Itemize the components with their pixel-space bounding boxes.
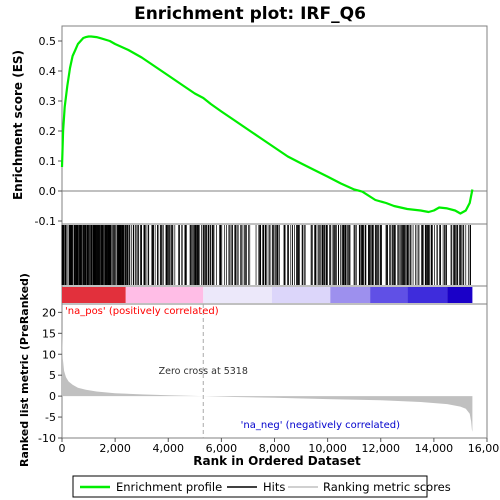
zero-cross-label: Zero cross at 5318: [159, 366, 248, 377]
metric-y-tick-label: 20: [42, 306, 56, 319]
es-y-tick-label: 0.5: [39, 35, 57, 48]
es-plot-area: [61, 25, 488, 225]
negative-correlation-label: 'na_neg' (negatively correlated): [241, 420, 400, 431]
metric-y-tick-label: -5: [45, 411, 56, 424]
metric-y-axis-label: Ranked list metric (PreRanked): [18, 273, 31, 467]
legend-enrichment-profile-label: Enrichment profile: [116, 480, 222, 494]
metric-y-tick-label: -10: [38, 432, 56, 445]
metric-y-tick-label: 15: [42, 327, 56, 340]
x-tick-label: 2,000: [99, 442, 131, 455]
rank-band: [407, 287, 448, 303]
legend-hits-label: Hits: [263, 480, 285, 494]
positive-correlation-label: 'na_pos' (positively correlated): [65, 306, 219, 317]
metric-y-tick-label: 0: [49, 390, 56, 403]
x-tick-label: 12,000: [362, 442, 401, 455]
rank-band: [271, 287, 331, 303]
x-tick-label: 14,000: [415, 442, 454, 455]
rank-band: [62, 287, 126, 303]
es-y-axis-label: Enrichment score (ES): [11, 50, 25, 200]
x-tick-label: 6,000: [206, 442, 238, 455]
metric-y-tick-label: 5: [49, 369, 56, 382]
es-y-tick-label: -0.1: [35, 215, 56, 228]
rank-band: [330, 287, 371, 303]
legend: Enrichment profile Hits Ranking metric s…: [72, 475, 451, 498]
x-tick-label: 8,000: [259, 442, 291, 455]
x-tick-label: 4,000: [153, 442, 185, 455]
rank-band: [447, 287, 473, 303]
metric-plot-area: [61, 303, 488, 439]
metric-panel: -10 -5 0 5 10 15 20 Zero cross at 5318 'na_pos…: [18, 273, 488, 467]
rank-band: [370, 287, 408, 303]
hit-marks: [61, 225, 471, 285]
es-panel: -0.1 0.0 0.1 0.2 0.3 0.4 0.5 Enrichment score …: [11, 25, 488, 228]
hits-panel: [61, 223, 488, 305]
rank-band: [203, 287, 272, 303]
es-y-tick-label: 0.2: [39, 125, 57, 138]
x-axis: 0 2,000 4,000 6,000 8,000 10,000 12,000 14,000 1…: [59, 438, 500, 455]
x-tick-label: 0: [59, 442, 66, 455]
legend-ranking-metric-label: Ranking metric scores: [323, 480, 451, 494]
x-tick-label: 10,000: [308, 442, 347, 455]
es-y-axis: -0.1 0.0 0.1 0.2 0.3 0.4 0.5: [35, 35, 62, 228]
x-tick-label: 16,000: [468, 442, 500, 455]
enrichment-profile-line: [60, 35, 474, 215]
chart-title: Enrichment plot: IRF_Q6: [134, 4, 366, 24]
metric-y-axis: -10 -5 0 5 10 15 20: [38, 306, 62, 445]
rank-band: [125, 287, 204, 303]
es-y-tick-label: 0.1: [39, 155, 57, 168]
es-y-tick-label: 0.3: [39, 95, 57, 108]
metric-y-tick-label: 10: [42, 348, 56, 361]
hits-plot-area: [61, 223, 488, 287]
x-axis-label: Rank in Ordered Dataset: [193, 454, 361, 468]
es-y-tick-label: 0.0: [39, 185, 57, 198]
rank-color-bands: [62, 287, 473, 303]
es-y-tick-label: 0.4: [39, 65, 57, 78]
